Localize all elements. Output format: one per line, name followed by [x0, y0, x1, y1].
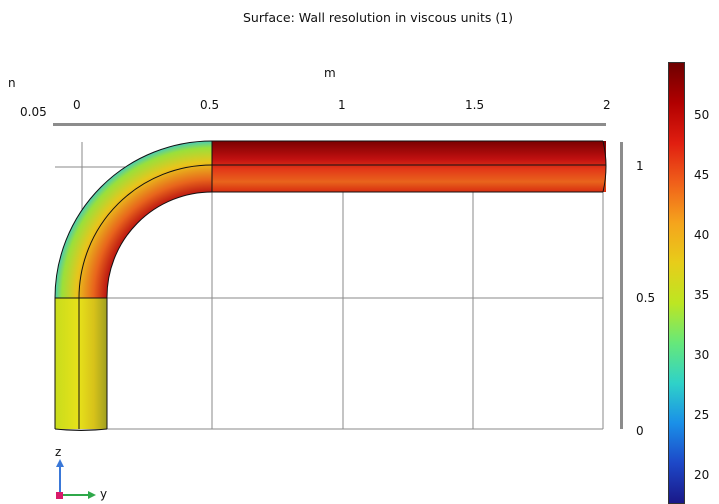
right-axis-bar	[620, 142, 623, 429]
plot-title: Surface: Wall resolution in viscous unit…	[242, 10, 514, 25]
color-legend-tick: 25	[694, 408, 710, 422]
pipe-horizontal-section	[212, 141, 606, 192]
color-legend-tick: 35	[694, 288, 710, 302]
left-axis-value: 0.05	[20, 105, 47, 119]
color-legend-tick: 50	[694, 108, 710, 122]
top-tick-label: 0.5	[200, 98, 220, 112]
pipe-bend-section	[55, 141, 212, 298]
color-legend-tick: 20	[694, 468, 710, 482]
left-axis-unit-label: n	[8, 76, 16, 90]
triad-y-label: y	[100, 487, 108, 501]
pipe-vertical-section	[55, 298, 107, 429]
right-tick-label: 0.5	[636, 291, 656, 305]
right-tick-label: 1	[636, 159, 644, 173]
right-tick-label: 0	[636, 424, 644, 438]
top-axis-unit-label: m	[324, 66, 336, 80]
top-tick-label: 1.5	[465, 98, 485, 112]
top-axis-bar	[53, 123, 606, 126]
top-tick-label: 1	[338, 98, 346, 112]
triad-z-arrowhead	[56, 459, 64, 467]
pipe-surface[interactable]	[54, 140, 607, 431]
color-legend-bar	[668, 62, 685, 504]
top-tick-label: 2	[603, 98, 611, 112]
triad-y-arrowhead	[88, 491, 96, 499]
triad-origin	[56, 492, 63, 499]
triad-z-label: z	[55, 445, 62, 459]
color-legend-tick: 45	[694, 168, 710, 182]
color-legend-tick: 40	[694, 228, 710, 242]
top-tick-label: 0	[73, 98, 81, 112]
color-legend-tick: 30	[694, 348, 710, 362]
axis-triad	[56, 459, 96, 499]
